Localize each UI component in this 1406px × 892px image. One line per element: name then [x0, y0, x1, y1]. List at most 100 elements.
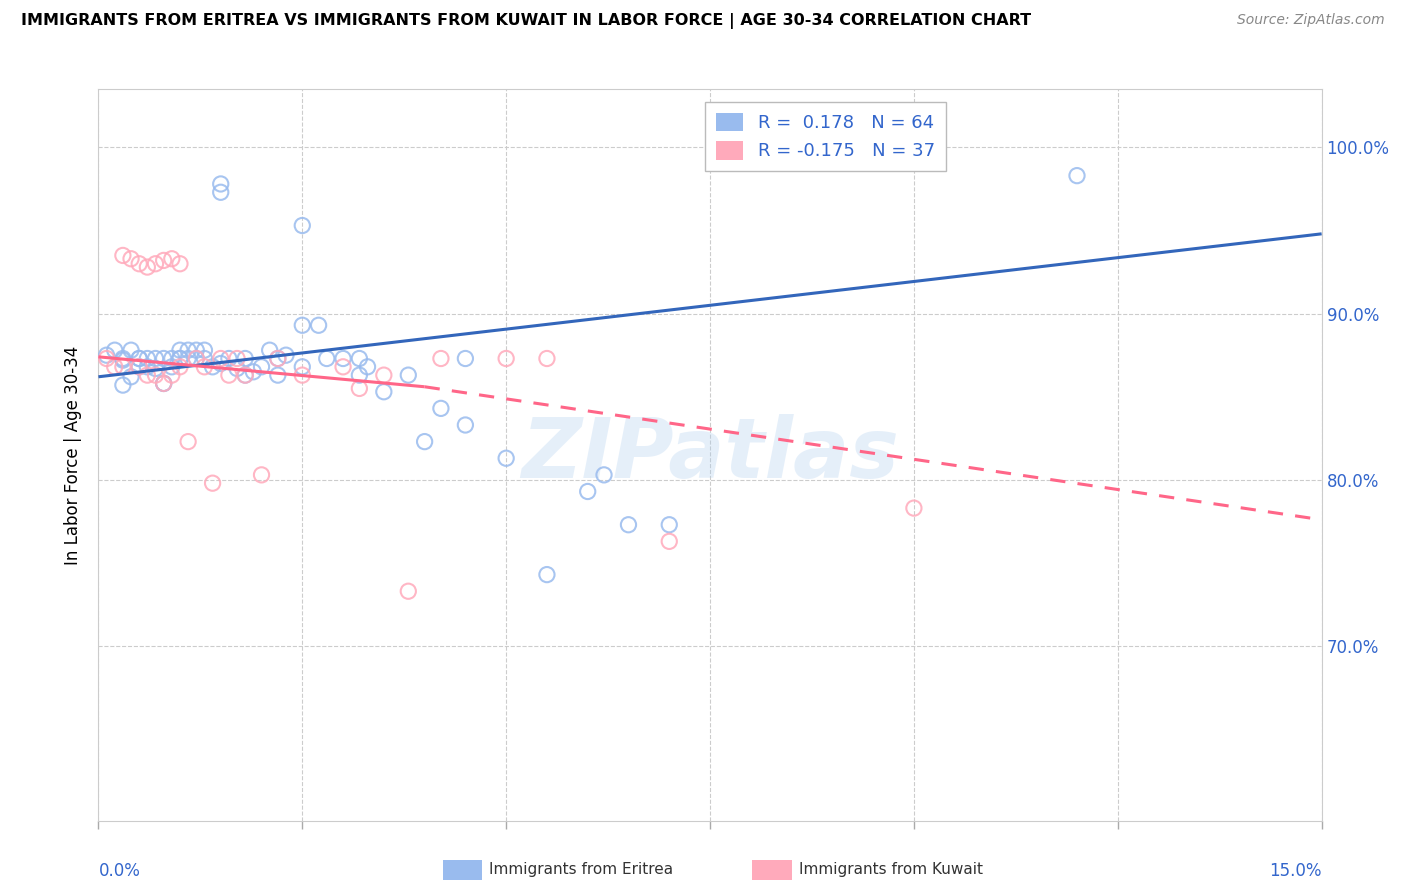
Point [128, 359, 150, 374]
Point [356, 359, 378, 374]
Point [169, 351, 191, 366]
Point [169, 359, 191, 374]
Point [111, 351, 134, 366]
Point [104, 359, 127, 374]
Point [136, 359, 159, 374]
Point [218, 351, 240, 366]
Point [209, 351, 232, 366]
Point [1066, 169, 1088, 183]
Point [332, 359, 354, 374]
Point [315, 351, 337, 366]
Point [145, 351, 167, 366]
Point [413, 434, 436, 449]
Point [373, 368, 395, 383]
Point [96, 348, 118, 362]
Point [593, 467, 616, 482]
Text: Immigrants from Eritrea: Immigrants from Eritrea [489, 863, 673, 877]
Point [111, 248, 134, 262]
Text: ZIPatlas: ZIPatlas [522, 415, 898, 495]
Point [160, 368, 183, 383]
Point [658, 534, 681, 549]
Point [193, 351, 215, 366]
Text: Source: ZipAtlas.com: Source: ZipAtlas.com [1237, 13, 1385, 28]
Point [291, 359, 314, 374]
Point [152, 376, 174, 391]
Point [193, 359, 215, 374]
Point [128, 257, 150, 271]
Point [267, 351, 290, 366]
Point [536, 351, 558, 366]
Point [145, 361, 167, 376]
Point [152, 253, 174, 268]
Point [96, 351, 118, 366]
Point [250, 467, 273, 482]
Point [169, 343, 191, 358]
Point [177, 434, 200, 449]
Point [536, 567, 558, 582]
Point [903, 501, 925, 516]
Point [201, 359, 224, 374]
Point [120, 252, 142, 266]
Point [152, 351, 174, 366]
Point [136, 368, 159, 383]
Point [193, 343, 215, 358]
Point [267, 351, 290, 366]
Point [186, 351, 208, 366]
Point [349, 351, 371, 366]
Point [259, 343, 281, 358]
Point [160, 351, 183, 366]
Point [209, 177, 232, 191]
Point [160, 359, 183, 374]
Point [454, 351, 477, 366]
Point [226, 361, 249, 376]
Text: IMMIGRANTS FROM ERITREA VS IMMIGRANTS FROM KUWAIT IN LABOR FORCE | AGE 30-34 COR: IMMIGRANTS FROM ERITREA VS IMMIGRANTS FR… [21, 13, 1031, 29]
Point [145, 257, 167, 271]
Point [495, 351, 517, 366]
Point [576, 484, 599, 499]
Point [201, 476, 224, 491]
Point [111, 359, 134, 374]
Point [233, 368, 256, 383]
Point [349, 368, 371, 383]
Point [128, 351, 150, 366]
Point [308, 318, 330, 333]
Point [291, 219, 314, 233]
Point [111, 353, 134, 368]
Point [145, 368, 167, 383]
Point [186, 343, 208, 358]
Point [495, 451, 517, 466]
Point [136, 351, 159, 366]
Point [658, 517, 681, 532]
Point [136, 260, 159, 274]
Point [111, 378, 134, 392]
Point [349, 381, 371, 395]
Point [128, 351, 150, 366]
Text: 0.0%: 0.0% [98, 863, 141, 880]
Legend: R =  0.178   N = 64, R = -0.175   N = 37: R = 0.178 N = 64, R = -0.175 N = 37 [706, 102, 946, 171]
Point [177, 351, 200, 366]
Point [250, 359, 273, 374]
Point [291, 318, 314, 333]
Point [396, 368, 419, 383]
Point [128, 359, 150, 374]
Point [226, 351, 249, 366]
Point [186, 351, 208, 366]
Point [430, 401, 453, 416]
Y-axis label: In Labor Force | Age 30-34: In Labor Force | Age 30-34 [65, 345, 83, 565]
Point [120, 369, 142, 384]
Point [454, 417, 477, 432]
Point [617, 517, 640, 532]
Point [209, 186, 232, 200]
Point [430, 351, 453, 366]
Point [104, 343, 127, 358]
Point [233, 351, 256, 366]
Point [209, 356, 232, 370]
Text: 15.0%: 15.0% [1270, 863, 1322, 880]
Point [152, 376, 174, 391]
Point [177, 343, 200, 358]
Point [233, 368, 256, 383]
Point [373, 384, 395, 399]
Point [169, 351, 191, 366]
Point [274, 348, 297, 362]
Point [242, 365, 264, 379]
